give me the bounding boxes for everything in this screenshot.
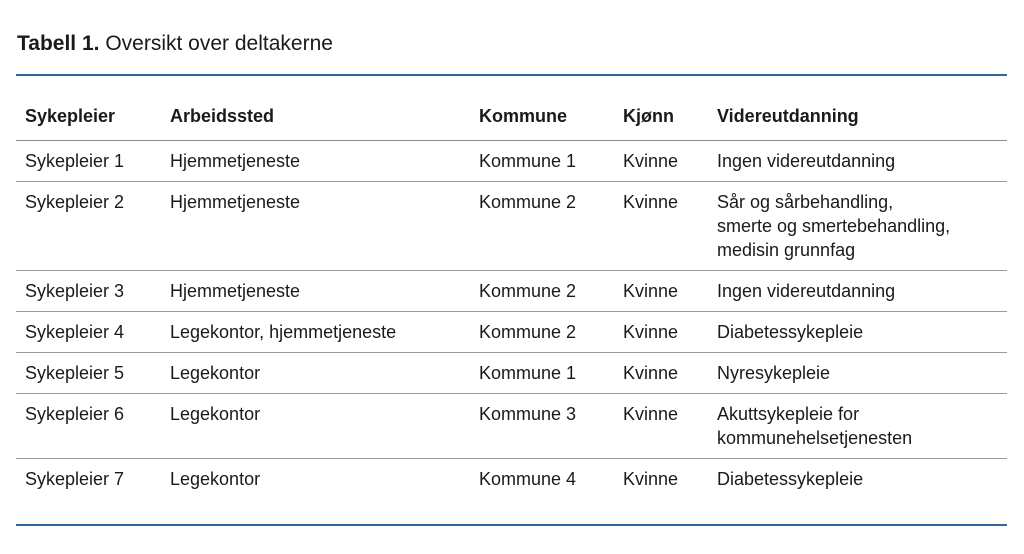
table-body: Sykepleier 1 Hjemmetjeneste Kommune 1 Kvinn…	[16, 140, 1007, 499]
cell-kommune: Kommune 2	[470, 270, 614, 312]
cell-sykepleier: Sykepleier 5	[16, 352, 161, 394]
videreutdanning-line: Ingen videreutdanning	[717, 150, 896, 171]
cell-kommune: Kommune 2	[470, 181, 614, 271]
cell-kommune: Kommune 4	[479, 468, 577, 489]
videreutdanning-line: Nyresykepleie	[717, 362, 831, 383]
cell-videreutdanning: Nyresykepleie	[708, 352, 1007, 394]
videreutdanning-line: kommunehelsetjenesten	[717, 427, 913, 448]
header-videreutdanning: Videreutdanning	[708, 96, 1007, 141]
header-kommune: Kommune	[470, 96, 614, 141]
table-row: Sykepleier 2 Hjemmetjeneste Kommune 2 Kvinn…	[16, 181, 1007, 271]
cell-arbeidssted: Hjemmetjeneste	[161, 140, 470, 182]
cell-arbeidssted: Legekontor, hjemmetjeneste	[161, 311, 470, 353]
videreutdanning-line: Sår og sårbehandling,	[717, 191, 894, 212]
cell-kjonn: Kvinne	[614, 270, 708, 312]
header-row: Sykepleier Arbeidssted Kommune Kjønn Vid…	[16, 96, 1007, 141]
cell-videreutdanning: Sår og sårbehandling, smerte og smertebeh…	[708, 181, 1007, 271]
cell-kjonn: Kvinne	[614, 393, 708, 459]
cell-arbeidssted: Legekontor	[161, 352, 470, 394]
header-arbeidssted: Arbeidssted	[161, 96, 470, 141]
cell-kommune: Kommune 1	[470, 352, 614, 394]
header-sykepleier: Sykepleier	[16, 96, 161, 141]
cell-kjonn: Kvinne	[614, 352, 708, 394]
cell-sykepleier: Sykepleier 7	[25, 468, 125, 489]
cell-videreutdanning: Ingen videreutdanning	[708, 140, 1007, 182]
cell-kommune: Kommune 3	[470, 393, 614, 459]
table-row: Sykepleier 4 Legekontor, hjemmetjeneste Ko…	[16, 311, 1007, 353]
cell-sykepleier: Sykepleier 3	[16, 270, 161, 312]
cell-sykepleier: Sykepleier 1	[16, 140, 161, 182]
table-row: Sykepleier 7 Legekontor Kommune 4 Kvinne Dia…	[16, 458, 1007, 499]
table-row: Sykepleier 3 Hjemmetjeneste Kommune 2 Kvinn…	[16, 270, 1007, 312]
cell-kjonn: Kvinne	[614, 140, 708, 182]
cell-arbeidssted: Hjemmetjeneste	[161, 181, 470, 271]
videreutdanning-line: smerte og smertebehandling,	[717, 215, 951, 236]
cell-arbeidssted: Legekontor	[161, 393, 470, 459]
cell-kjonn: Kvinne	[623, 468, 679, 489]
caption-label: Tabell 1.	[17, 32, 100, 55]
cell-kommune: Kommune 1	[470, 140, 614, 182]
cell-kommune: Kommune 2	[470, 311, 614, 353]
cell-sykepleier: Sykepleier 6	[16, 393, 161, 459]
table-row: Sykepleier 5 Legekontor Kommune 1 Kvinne Nyr…	[16, 352, 1007, 394]
table-caption: Tabell 1. Oversikt over deltakerne	[17, 30, 333, 58]
cell-videreutdanning: Diabetessykepleie	[708, 311, 1007, 353]
cell-kjonn: Kvinne	[614, 181, 708, 271]
top-rule	[16, 74, 1007, 76]
videreutdanning-line: medisin grunnfag	[717, 239, 856, 260]
caption-title: Oversikt over deltakerne	[105, 32, 333, 55]
cell-kjonn: Kvinne	[614, 311, 708, 353]
table-row: Sykepleier 1 Hjemmetjeneste Kommune 1 Kvinn…	[16, 140, 1007, 182]
bottom-rule	[16, 524, 1007, 526]
table-row: Sykepleier 6 Legekontor Kommune 3 Kvinne Aku…	[16, 393, 1007, 459]
cell-videreutdanning: Ingen videreutdanning	[708, 270, 1007, 312]
videreutdanning-line: Ingen videreutdanning	[717, 280, 896, 301]
cell-arbeidssted: Legekontor	[170, 468, 261, 489]
cell-videreutdanning: Diabetessykepleie	[708, 458, 1007, 499]
participants-table: Sykepleier Arbeidssted Kommune Kjønn Vid…	[16, 96, 1007, 499]
videreutdanning-line: Diabetessykepleie	[717, 321, 864, 342]
cell-sykepleier: Sykepleier 2	[16, 181, 161, 271]
cell-arbeidssted: Hjemmetjeneste	[161, 270, 470, 312]
cell-videreutdanning: Akuttsykepleie for kommunehelsetjenesten	[708, 393, 1007, 459]
videreutdanning-line: Akuttsykepleie for	[717, 403, 860, 424]
videreutdanning-line: Diabetessykepleie	[717, 468, 864, 489]
cell-sykepleier: Sykepleier 4	[16, 311, 161, 353]
header-kjonn: Kjønn	[614, 96, 708, 141]
